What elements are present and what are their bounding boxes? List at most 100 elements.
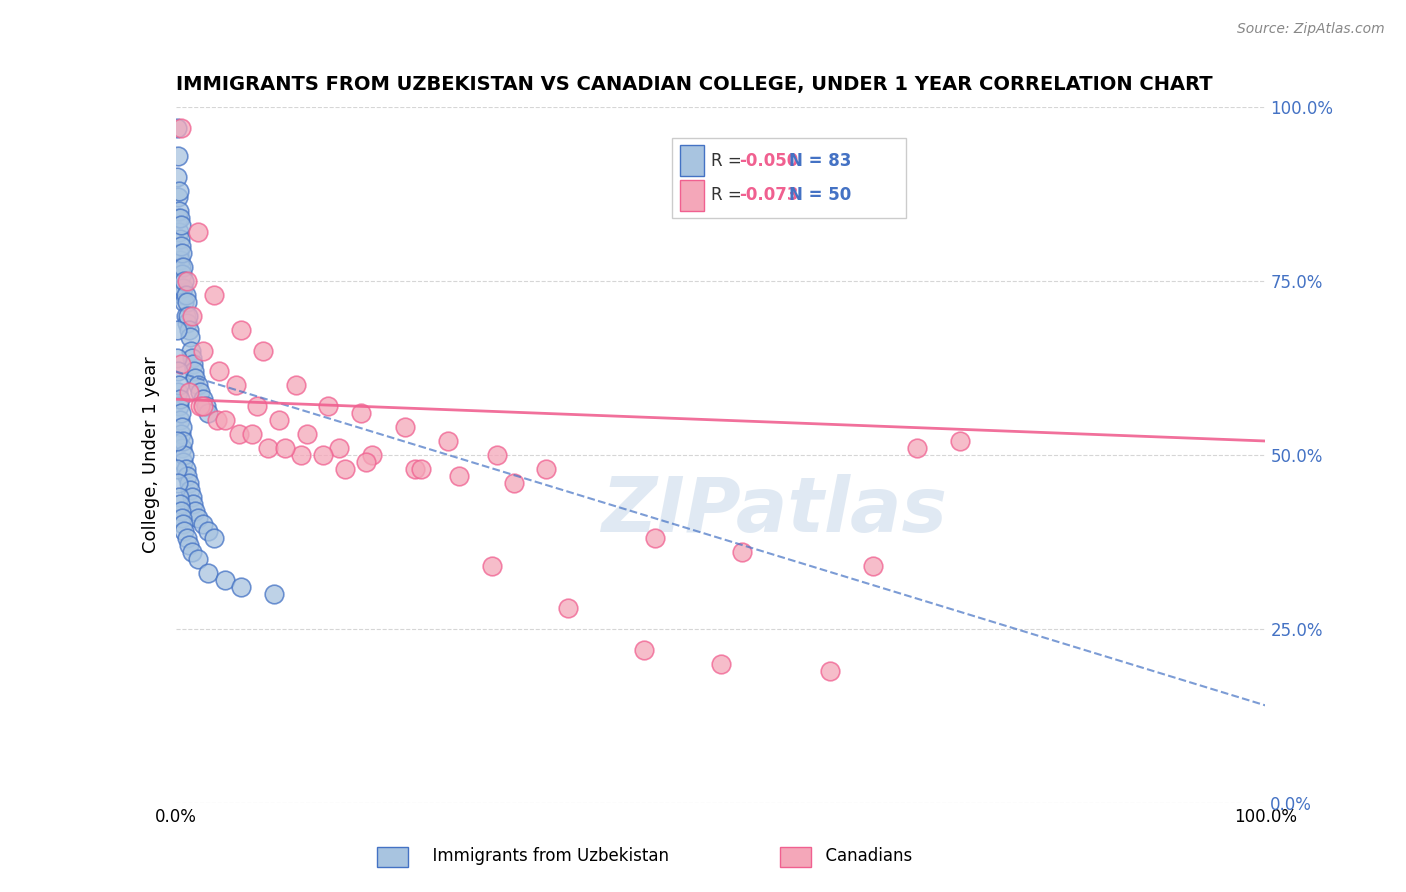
Point [173,274,195,288]
Point [167,211,190,226]
Point [169,392,191,407]
Point [170,239,193,253]
Point [169,232,191,246]
Point [360,448,382,462]
Point [176,532,198,546]
Point [177,475,200,490]
Point [169,211,191,226]
Point [166,351,188,365]
Point [186,225,209,239]
Point [170,219,193,233]
Point [205,413,228,427]
Point [176,274,198,288]
Point [186,552,209,566]
Point [350,406,373,420]
Text: R =: R = [711,186,747,204]
Point [295,427,318,442]
Point [905,441,928,455]
Point [333,462,356,476]
Point [486,448,509,462]
Point [228,427,250,442]
Text: R =: R = [711,152,747,169]
Point [169,413,191,427]
Point [179,483,201,497]
Point [181,497,204,511]
Point [633,642,655,657]
Point [949,434,972,448]
Text: ZIPatlas: ZIPatlas [602,474,948,548]
Point [231,580,253,594]
Point [169,497,191,511]
Point [170,281,193,295]
Point [167,246,190,260]
Point [274,441,297,455]
Point [202,288,225,302]
Point [318,399,340,413]
Point [181,309,204,323]
Point [167,225,190,239]
Point [191,343,214,358]
Point [167,149,190,163]
Point [170,120,193,135]
Point [172,441,194,455]
Point [290,448,312,462]
Point [169,253,191,268]
Text: N = 83: N = 83 [789,152,852,169]
Point [170,358,193,372]
Point [166,169,188,184]
Point [186,510,209,524]
Text: Source: ZipAtlas.com: Source: ZipAtlas.com [1237,22,1385,37]
Point [183,364,205,378]
Point [172,288,194,302]
Point [177,309,200,323]
Point [176,316,198,330]
Point [170,503,193,517]
Point [174,288,197,302]
Point [394,420,416,434]
Point [176,294,198,309]
Point [184,371,207,385]
Point [502,475,524,490]
Bar [681,145,704,177]
Point [172,420,194,434]
Point [181,490,204,504]
Point [167,399,190,413]
Point [177,538,200,552]
Point [214,573,236,587]
Point [447,468,470,483]
Point [356,455,378,469]
Point [257,441,280,455]
Point [181,351,204,365]
Text: -0.073: -0.073 [740,186,799,204]
Point [557,601,579,615]
Point [252,343,274,358]
Bar [377,847,408,867]
Point [197,406,219,420]
Point [284,378,307,392]
Point [173,524,195,539]
Point [179,329,201,343]
Point [246,399,269,413]
Text: IMMIGRANTS FROM UZBEKISTAN VS CANADIAN COLLEGE, UNDER 1 YEAR CORRELATION CHART: IMMIGRANTS FROM UZBEKISTAN VS CANADIAN C… [176,75,1212,95]
Point [231,323,253,337]
Point [173,448,195,462]
Point [172,510,194,524]
Point [173,294,195,309]
Point [172,517,194,532]
Point [862,559,884,574]
Point [191,517,214,532]
Point [240,427,263,442]
Point [191,392,214,407]
Point [166,434,188,448]
Text: Immigrants from Uzbekistan: Immigrants from Uzbekistan [422,847,669,865]
Text: N = 50: N = 50 [789,186,852,204]
Point [177,385,200,400]
Point [644,532,666,546]
Point [172,281,194,295]
Point [167,190,190,204]
Point [405,462,427,476]
Point [202,532,225,546]
Point [437,434,460,448]
Point [197,566,219,581]
Point [188,385,211,400]
